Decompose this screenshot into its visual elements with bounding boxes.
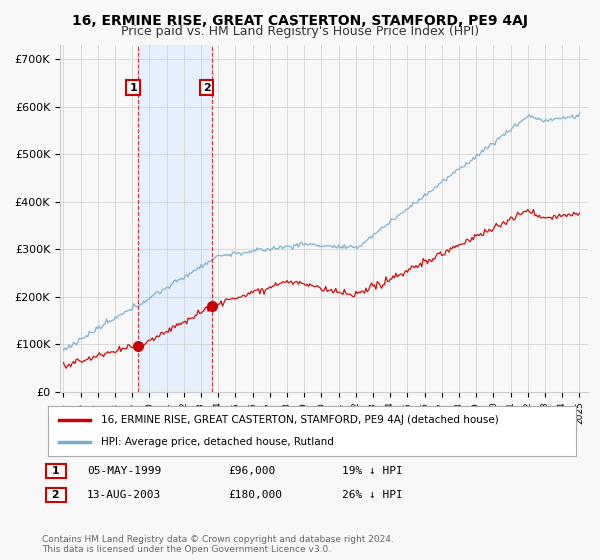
Text: 1: 1 — [129, 83, 137, 92]
Text: Price paid vs. HM Land Registry's House Price Index (HPI): Price paid vs. HM Land Registry's House … — [121, 25, 479, 38]
Text: 26% ↓ HPI: 26% ↓ HPI — [342, 490, 403, 500]
Bar — [138, 45, 212, 392]
Text: 16, ERMINE RISE, GREAT CASTERTON, STAMFORD, PE9 4AJ (detached house): 16, ERMINE RISE, GREAT CASTERTON, STAMFO… — [101, 415, 499, 425]
Text: 2: 2 — [48, 490, 64, 500]
Text: 16, ERMINE RISE, GREAT CASTERTON, STAMFORD, PE9 4AJ: 16, ERMINE RISE, GREAT CASTERTON, STAMFO… — [72, 14, 528, 28]
Text: HPI: Average price, detached house, Rutland: HPI: Average price, detached house, Rutl… — [101, 437, 334, 447]
Text: 2: 2 — [203, 83, 211, 92]
Text: 1: 1 — [48, 466, 64, 476]
Text: 13-AUG-2003: 13-AUG-2003 — [87, 490, 161, 500]
Text: 05-MAY-1999: 05-MAY-1999 — [87, 466, 161, 476]
Text: 19% ↓ HPI: 19% ↓ HPI — [342, 466, 403, 476]
Text: £180,000: £180,000 — [228, 490, 282, 500]
Text: Contains HM Land Registry data © Crown copyright and database right 2024.
This d: Contains HM Land Registry data © Crown c… — [42, 535, 394, 554]
Text: £96,000: £96,000 — [228, 466, 275, 476]
